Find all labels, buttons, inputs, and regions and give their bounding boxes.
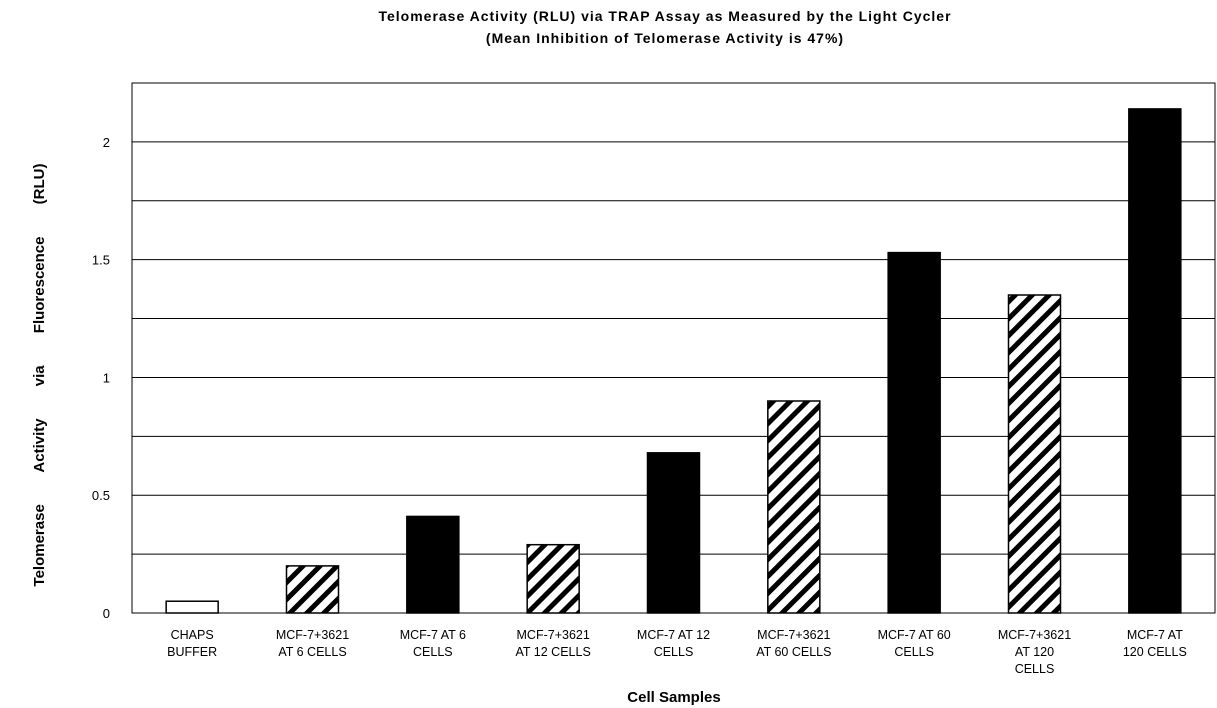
x-tick-label: CHAPS BUFFER xyxy=(167,628,217,659)
chart-subtitle: (Mean Inhibition of Telomerase Activity … xyxy=(486,30,844,46)
bar xyxy=(285,565,340,614)
bar xyxy=(887,251,941,614)
bar xyxy=(406,515,460,614)
x-tick-label: MCF-7+3621 AT 120 CELLS xyxy=(998,628,1071,676)
y-tick-label: 1.5 xyxy=(92,253,110,268)
bar xyxy=(526,543,580,614)
y-tick-label: 1 xyxy=(103,370,110,385)
x-tick-label: MCF-7+3621 AT 6 CELLS xyxy=(276,628,349,659)
bar xyxy=(165,600,219,614)
y-tick-label: 0 xyxy=(103,606,110,621)
bar xyxy=(767,400,821,614)
x-tick-label: MCF-7 AT 12 CELLS xyxy=(637,628,710,659)
x-tick-label: MCF-7+3621 AT 12 CELLS xyxy=(516,628,591,659)
x-axis-title: Cell Samples xyxy=(627,689,720,706)
y-tick-label: 0.5 xyxy=(92,488,110,503)
x-tick-label: MCF-7 AT 120 CELLS xyxy=(1123,628,1187,659)
x-tick-label: MCF-7+3621 AT 60 CELLS xyxy=(756,628,831,659)
chart-title: Telomerase Activity (RLU) via TRAP Assay… xyxy=(378,8,951,24)
bar xyxy=(1007,294,1062,614)
bar xyxy=(1128,108,1182,614)
y-tick-label: 2 xyxy=(103,135,110,150)
x-tick-label: MCF-7 AT 60 CELLS xyxy=(878,628,951,659)
y-axis-title: Telomerase Activity via Fluorescence (RL… xyxy=(31,164,48,587)
bar xyxy=(646,452,701,614)
x-tick-label: MCF-7 AT 6 CELLS xyxy=(400,628,466,659)
